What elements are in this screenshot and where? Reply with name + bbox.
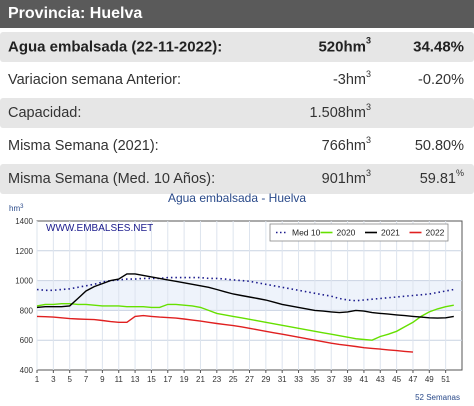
stat-value: 1.508hm3 bbox=[309, 102, 371, 121]
stat-value: 901hm3 bbox=[321, 168, 371, 187]
series-line-2022 bbox=[36, 314, 414, 353]
chart-canvas: Agua embalsada - Huelva hm3 WWW.EMBALSES… bbox=[9, 191, 463, 402]
chart-legend: Med 10 2020 2021 2022 bbox=[269, 223, 449, 242]
y-tick-label: 1000 bbox=[15, 277, 33, 286]
x-tick-label: 43 bbox=[376, 375, 385, 384]
stat-value: 766hm3 bbox=[321, 135, 371, 154]
x-tick-label: 9 bbox=[100, 375, 105, 384]
x-tick-label: 45 bbox=[392, 375, 401, 384]
x-axis-ticks: 1 3 5 7 9 11 13 15 17 19 21 23 25 27 29 31 33 35 37 39 41 43 4… bbox=[35, 370, 451, 384]
legend-label: Med 10 bbox=[292, 228, 321, 238]
x-tick-label: 13 bbox=[131, 375, 140, 384]
chart-title: Agua embalsada - Huelva bbox=[168, 191, 306, 205]
series-line-2021 bbox=[36, 273, 454, 319]
stat-label: Agua embalsada (22-11-2022): bbox=[8, 38, 223, 56]
x-tick-label: 1 bbox=[35, 375, 40, 384]
x-tick-label: 17 bbox=[163, 375, 172, 384]
x-tick-label: 49 bbox=[425, 375, 434, 384]
stat-label: Misma Semana (Med. 10 Años): bbox=[8, 171, 216, 187]
y-tick-label: 1200 bbox=[15, 247, 33, 256]
x-tick-label: 23 bbox=[212, 375, 221, 384]
legend-label: 2022 bbox=[426, 228, 445, 238]
x-tick-label: 21 bbox=[196, 375, 205, 384]
x-tick-label: 29 bbox=[261, 375, 270, 384]
stat-percent: 50.80% bbox=[414, 138, 464, 154]
stat-label: Capacidad: bbox=[8, 105, 82, 121]
province-header: Provincia: Huelva bbox=[0, 0, 474, 28]
chart-grid bbox=[36, 221, 462, 370]
legend-box bbox=[269, 223, 449, 242]
reservoir-stats-table: Agua embalsada (22-11-2022): 520hm3 34.4… bbox=[0, 32, 474, 194]
y-tick-label: 1400 bbox=[15, 217, 33, 226]
x-tick-label: 51 bbox=[441, 375, 450, 384]
x-tick-label: 19 bbox=[180, 375, 189, 384]
x-tick-label: 41 bbox=[359, 375, 368, 384]
stat-row-capacity: Capacidad: 1.508hm3 bbox=[0, 98, 474, 128]
stat-label: Misma Semana (2021): bbox=[8, 138, 159, 154]
legend-label: 2021 bbox=[381, 228, 400, 238]
stat-value: -3hm3 bbox=[332, 69, 371, 88]
x-tick-label: 5 bbox=[67, 375, 72, 384]
y-tick-label: 800 bbox=[20, 306, 34, 315]
stat-percent: -0.20% bbox=[418, 72, 464, 88]
y-axis-unit: hm3 bbox=[9, 204, 24, 213]
x-tick-label: 39 bbox=[343, 375, 352, 384]
stat-row-same-week-2021: Misma Semana (2021): 766hm3 50.80% bbox=[0, 131, 474, 161]
water-stored-chart: Agua embalsada - Huelva hm3 WWW.EMBALSES… bbox=[0, 186, 474, 406]
series-line-2020 bbox=[36, 302, 454, 341]
chart-series bbox=[36, 273, 454, 353]
province-title: Provincia: Huelva bbox=[8, 5, 143, 22]
chart-watermark: WWW.EMBALSES.NET bbox=[46, 223, 153, 234]
y-tick-label: 400 bbox=[20, 366, 34, 375]
stat-row-weekly-variation: Variacion semana Anterior: -3hm3 -0.20% bbox=[0, 65, 474, 95]
x-tick-label: 35 bbox=[310, 375, 319, 384]
stat-percent: 34.48% bbox=[413, 38, 464, 56]
stat-row-water-stored: Agua embalsada (22-11-2022): 520hm3 34.4… bbox=[0, 32, 474, 62]
x-tick-label: 33 bbox=[294, 375, 303, 384]
stat-label: Variacion semana Anterior: bbox=[8, 72, 182, 88]
legend-label: 2020 bbox=[337, 228, 356, 238]
y-tick-label: 600 bbox=[20, 336, 34, 345]
x-tick-label: 37 bbox=[327, 375, 336, 384]
x-tick-label: 47 bbox=[409, 375, 418, 384]
x-tick-label: 27 bbox=[245, 375, 254, 384]
x-tick-label: 11 bbox=[115, 375, 124, 384]
x-axis-label: 52 Semanas bbox=[415, 393, 460, 402]
x-tick-label: 3 bbox=[51, 375, 56, 384]
x-tick-label: 15 bbox=[147, 375, 156, 384]
stat-value: 520hm3 bbox=[318, 35, 371, 56]
stat-percent: 59.81% bbox=[419, 168, 464, 187]
x-tick-label: 31 bbox=[278, 375, 287, 384]
x-tick-label: 7 bbox=[84, 375, 89, 384]
y-axis-ticks: 400 600 800 1000 1200 1400 bbox=[15, 217, 33, 375]
x-tick-label: 25 bbox=[229, 375, 238, 384]
stat-row-same-week-10yr-avg: Misma Semana (Med. 10 Años): 901hm3 59.8… bbox=[0, 164, 474, 194]
